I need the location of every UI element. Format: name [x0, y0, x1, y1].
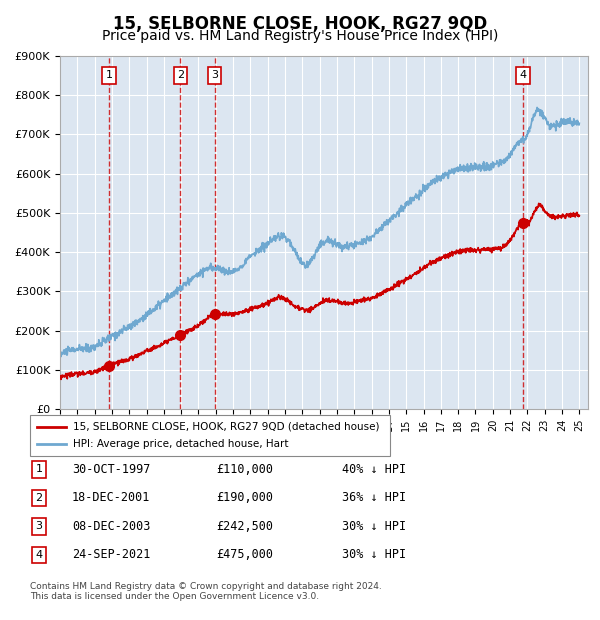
Text: 24-SEP-2021: 24-SEP-2021 — [72, 549, 151, 561]
Text: 2: 2 — [35, 493, 43, 503]
Text: 40% ↓ HPI: 40% ↓ HPI — [342, 463, 406, 476]
Text: 08-DEC-2003: 08-DEC-2003 — [72, 520, 151, 533]
Text: 30% ↓ HPI: 30% ↓ HPI — [342, 520, 406, 533]
Text: 1: 1 — [106, 71, 112, 81]
Text: 3: 3 — [35, 521, 43, 531]
Text: 2: 2 — [177, 71, 184, 81]
Text: 15, SELBORNE CLOSE, HOOK, RG27 9QD: 15, SELBORNE CLOSE, HOOK, RG27 9QD — [113, 16, 487, 33]
Text: Price paid vs. HM Land Registry's House Price Index (HPI): Price paid vs. HM Land Registry's House … — [102, 29, 498, 43]
Text: £242,500: £242,500 — [216, 520, 273, 533]
Text: £110,000: £110,000 — [216, 463, 273, 476]
Text: 3: 3 — [211, 71, 218, 81]
Text: Contains HM Land Registry data © Crown copyright and database right 2024.
This d: Contains HM Land Registry data © Crown c… — [30, 582, 382, 601]
Text: £190,000: £190,000 — [216, 492, 273, 504]
Text: 18-DEC-2001: 18-DEC-2001 — [72, 492, 151, 504]
Text: 4: 4 — [519, 71, 526, 81]
Text: 15, SELBORNE CLOSE, HOOK, RG27 9QD (detached house): 15, SELBORNE CLOSE, HOOK, RG27 9QD (deta… — [73, 422, 380, 432]
Text: 30% ↓ HPI: 30% ↓ HPI — [342, 549, 406, 561]
Text: HPI: Average price, detached house, Hart: HPI: Average price, detached house, Hart — [73, 440, 289, 450]
Text: 1: 1 — [35, 464, 43, 474]
FancyBboxPatch shape — [30, 415, 390, 456]
Text: £475,000: £475,000 — [216, 549, 273, 561]
Text: 4: 4 — [35, 550, 43, 560]
Text: 36% ↓ HPI: 36% ↓ HPI — [342, 492, 406, 504]
Text: 30-OCT-1997: 30-OCT-1997 — [72, 463, 151, 476]
